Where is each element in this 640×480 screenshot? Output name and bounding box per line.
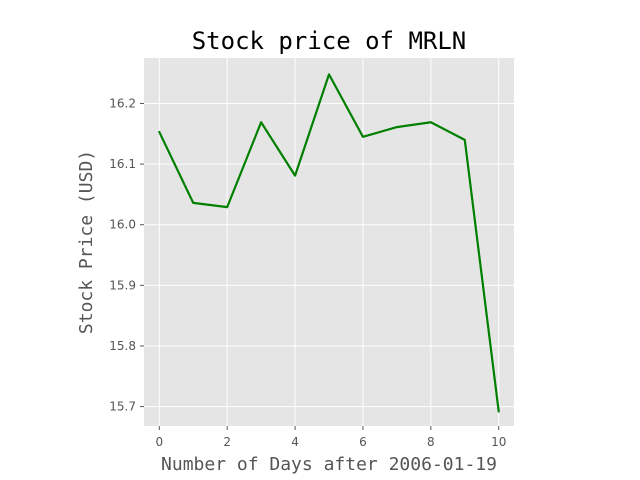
y-tick-label: 15.7 xyxy=(109,400,136,414)
y-tick-label: 16.0 xyxy=(109,218,136,232)
x-tick-label: 10 xyxy=(491,435,506,449)
x-tick-label: 2 xyxy=(223,435,231,449)
x-tick-label: 0 xyxy=(155,435,163,449)
x-tick-label: 6 xyxy=(359,435,367,449)
chart-title: Stock price of MRLN xyxy=(192,27,467,55)
x-tick-label: 8 xyxy=(427,435,435,449)
x-axis-label: Number of Days after 2006-01-19 xyxy=(161,454,497,475)
y-tick-label: 16.2 xyxy=(109,96,136,110)
x-tick-label: 4 xyxy=(291,435,299,449)
y-tick-label: 16.1 xyxy=(109,157,136,171)
axis-ticks: 0 2 4 6 8 10 15.7 15.8 15.9 16.0 16.1 16.2 xyxy=(109,96,506,449)
gridlines xyxy=(144,58,514,426)
y-tick-label: 15.8 xyxy=(109,339,136,353)
series-layer xyxy=(158,73,500,413)
plot-area xyxy=(144,58,514,426)
y-axis-label: Stock Price (USD) xyxy=(76,150,97,334)
y-tick-label: 15.9 xyxy=(109,278,136,292)
